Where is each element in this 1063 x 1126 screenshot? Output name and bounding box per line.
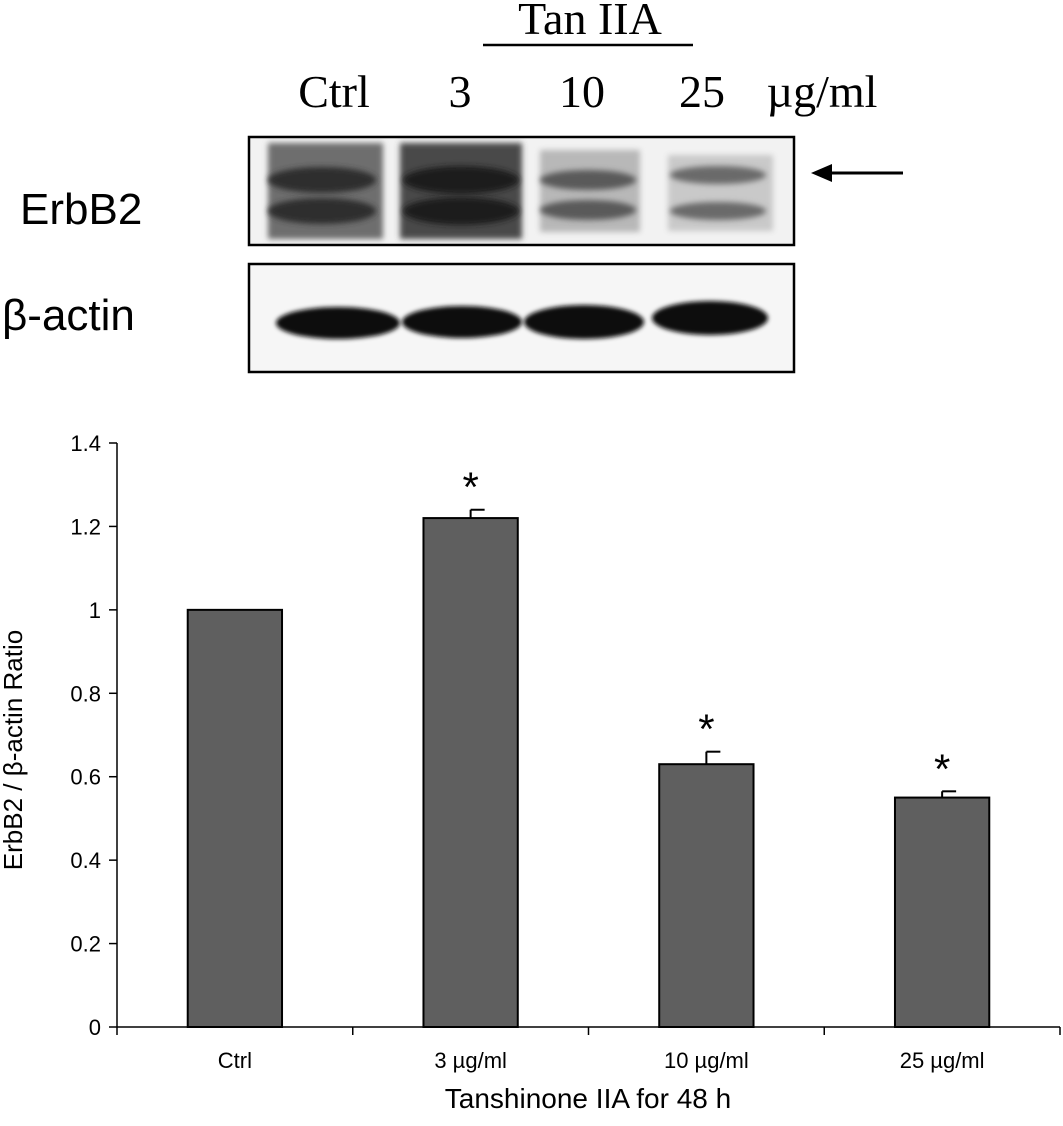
western-blot-panel: Tan IIA Ctrl 3 10 25 µg/ml ErbB2 β-actin	[2, 0, 903, 374]
y-tick-label: 1	[89, 598, 101, 623]
y-tick-label: 0.8	[70, 681, 101, 706]
bar	[422, 517, 519, 1028]
x-tick-labels: Ctrl 3 µg/ml 10 µg/ml 25 µg/ml	[218, 1048, 985, 1073]
x-tick-label: 3 µg/ml	[434, 1048, 507, 1073]
significance-marker: *	[934, 745, 950, 792]
y-tick-label: 1.4	[70, 431, 101, 456]
y-tick-label: 0.2	[70, 932, 101, 957]
significance-marker: *	[698, 706, 714, 753]
bar	[186, 608, 284, 1028]
bar	[893, 796, 991, 1028]
bar-chart: 0 0.2 0.4 0.6 0.8 1 1.2 1.4 * * * Ctrl 3 µg/ml 10 µ…	[0, 431, 1061, 1114]
x-axis	[116, 1026, 1061, 1035]
y-tick-label: 0	[89, 1015, 101, 1040]
significance-marker: *	[462, 464, 478, 511]
treatment-label: Tan IIA	[518, 0, 662, 44]
x-axis-title: Tanshinone IIA for 48 h	[445, 1083, 731, 1114]
beta-actin-blot-image	[247, 262, 796, 374]
x-tick-label: 10 µg/ml	[664, 1048, 749, 1073]
y-tick-label: 0.4	[70, 848, 101, 873]
y-axis-title: ErbB2 / β-actin Ratio	[0, 630, 28, 870]
y-tick-label: 1.2	[70, 514, 101, 539]
erbb2-blot-image	[247, 135, 796, 247]
bars: * * *	[186, 464, 991, 1028]
row-label-erbb2: ErbB2	[20, 185, 142, 234]
row-label-beta-actin: β-actin	[2, 291, 135, 340]
y-tick-label: 0.6	[70, 765, 101, 790]
lane-label-25: 25	[679, 66, 725, 117]
band-arrow-icon	[811, 164, 903, 182]
y-axis: 0 0.2 0.4 0.6 0.8 1 1.2 1.4	[70, 431, 118, 1040]
lane-label-3: 3	[449, 66, 472, 117]
x-tick-label: 25 µg/ml	[900, 1048, 985, 1073]
lane-label-ctrl: Ctrl	[298, 66, 370, 117]
lane-label-10: 10	[559, 66, 605, 117]
x-tick-label: Ctrl	[218, 1048, 252, 1073]
unit-label: µg/ml	[767, 66, 878, 117]
bar	[658, 763, 755, 1028]
